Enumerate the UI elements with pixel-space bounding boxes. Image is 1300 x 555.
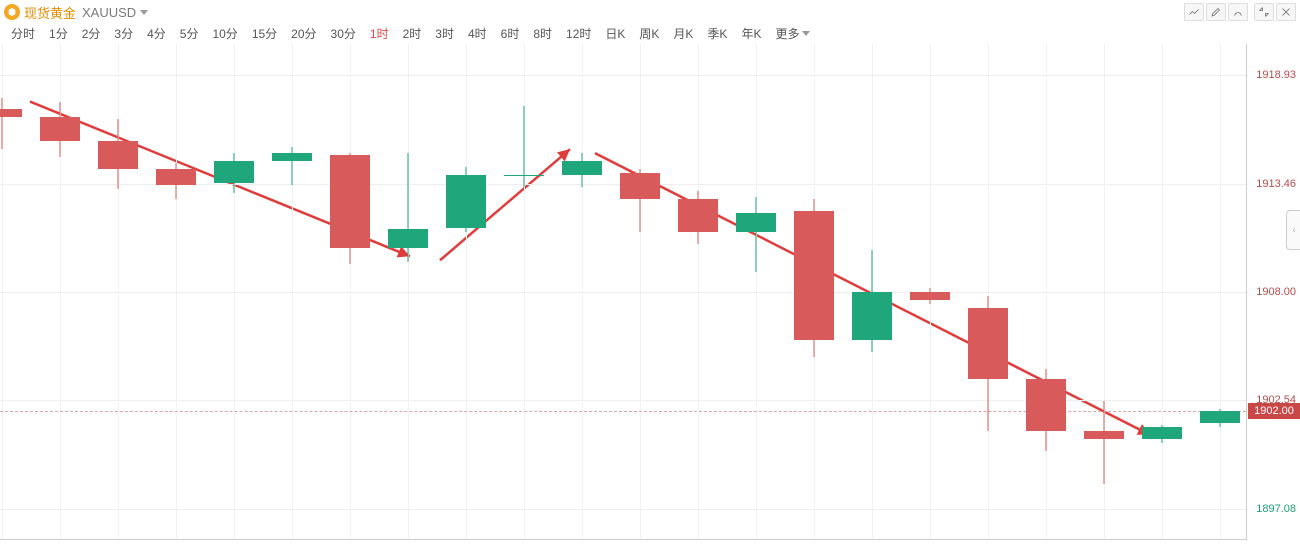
candle[interactable] <box>1084 401 1124 484</box>
candle[interactable] <box>620 169 660 232</box>
candle[interactable] <box>1200 409 1240 427</box>
timeframe-3[interactable]: 3分 <box>107 25 140 42</box>
timeframe-7[interactable]: 15分 <box>245 25 284 42</box>
candle[interactable] <box>446 167 486 232</box>
timeframe-bar: 分时1分2分3分4分5分10分15分20分30分1时2时3时4时6时8时12时日… <box>0 22 1300 44</box>
symbol-dropdown-icon[interactable] <box>140 10 148 15</box>
timeframe-13[interactable]: 4时 <box>461 25 494 42</box>
timeframe-12[interactable]: 3时 <box>428 25 461 42</box>
indicator-button[interactable] <box>1184 3 1204 21</box>
chart-area: 1918.931913.461908.001902.541897.081902.… <box>0 44 1300 555</box>
candle[interactable] <box>156 163 196 199</box>
candle[interactable] <box>272 147 312 185</box>
candle[interactable] <box>388 153 428 262</box>
close-button[interactable] <box>1276 3 1296 21</box>
timeframe-19[interactable]: 月K <box>666 25 700 42</box>
current-price-tag: 1902.00 <box>1248 403 1300 419</box>
chart-header: 现货黄金 XAUUSD <box>0 0 1300 22</box>
draw-button[interactable] <box>1228 3 1248 21</box>
timeframe-18[interactable]: 周K <box>632 25 666 42</box>
timeframe-15[interactable]: 8时 <box>526 25 559 42</box>
candle[interactable] <box>678 191 718 245</box>
candle[interactable] <box>968 296 1008 431</box>
y-axis: 1918.931913.461908.001902.541897.081902.… <box>1246 44 1300 540</box>
timeframe-11[interactable]: 2时 <box>396 25 429 42</box>
candle[interactable] <box>98 119 138 188</box>
shrink-button[interactable] <box>1254 3 1274 21</box>
y-tick-label: 1897.08 <box>1256 503 1296 515</box>
y-tick-label: 1913.46 <box>1256 178 1296 190</box>
candle[interactable] <box>214 153 254 193</box>
edit-button[interactable] <box>1206 3 1226 21</box>
toolbar-group-1 <box>1184 3 1248 21</box>
candle[interactable] <box>1142 425 1182 443</box>
symbol-name[interactable]: 现货黄金 <box>24 3 76 22</box>
y-tick-label: 1908.00 <box>1256 286 1296 298</box>
timeframe-21[interactable]: 年K <box>734 25 768 42</box>
timeframe-16[interactable]: 12时 <box>559 25 598 42</box>
timeframe-9[interactable]: 30分 <box>324 25 363 42</box>
candle[interactable] <box>562 153 602 187</box>
candle[interactable] <box>1026 369 1066 450</box>
candle[interactable] <box>504 106 544 187</box>
timeframe-6[interactable]: 10分 <box>205 25 244 42</box>
timeframe-4[interactable]: 4分 <box>140 25 173 42</box>
chart-plot[interactable] <box>0 44 1246 540</box>
symbol-code[interactable]: XAUUSD <box>82 5 136 20</box>
candle[interactable] <box>910 288 950 304</box>
timeframe-0[interactable]: 分时 <box>4 25 42 42</box>
symbol-icon <box>4 4 20 20</box>
timeframe-17[interactable]: 日K <box>598 25 632 42</box>
timeframe-14[interactable]: 6时 <box>494 25 527 42</box>
timeframe-5[interactable]: 5分 <box>173 25 206 42</box>
candle[interactable] <box>736 197 776 272</box>
timeframe-8[interactable]: 20分 <box>284 25 323 42</box>
timeframe-10[interactable]: 1时 <box>363 25 396 42</box>
candle[interactable] <box>40 102 80 158</box>
side-expand-tab[interactable] <box>1286 210 1300 250</box>
candle[interactable] <box>0 98 22 150</box>
timeframe-20[interactable]: 季K <box>700 25 734 42</box>
candle[interactable] <box>330 153 370 264</box>
toolbar-group-2 <box>1254 3 1296 21</box>
candle[interactable] <box>794 199 834 358</box>
timeframe-1[interactable]: 1分 <box>42 25 75 42</box>
timeframe-2[interactable]: 2分 <box>75 25 108 42</box>
candle[interactable] <box>852 250 892 351</box>
timeframe-more[interactable]: 更多 <box>768 25 817 42</box>
y-tick-label: 1918.93 <box>1256 69 1296 81</box>
